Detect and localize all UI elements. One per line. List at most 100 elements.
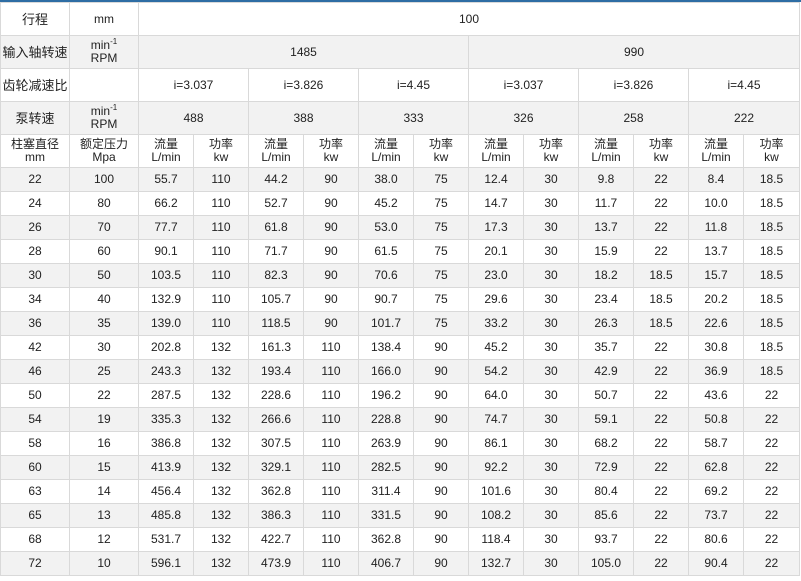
power-cell: 18.5 [742,191,801,216]
power-cell: 18.5 [633,263,689,288]
flow-cell: 13.7 [688,239,744,264]
table-row: 72 10 596.1 132 473.9 110 406.7 90 132.7 30 105.0 2… [0,551,801,576]
power-cell: 22 [633,167,689,192]
power-cell: 110 [303,503,359,528]
power-cell: 110 [193,191,249,216]
power-cell: 110 [193,263,249,288]
flow-cell: 132.7 [468,551,524,576]
flow-cell: 8.4 [688,167,744,192]
flow-label: 流量 [373,137,398,151]
flow-cell: 43.6 [688,383,744,408]
plunger-diameter-cell: 63 [0,479,70,504]
flow-cell: 59.1 [578,407,634,432]
flow-cell: 42.9 [578,359,634,384]
power-cell: 75 [413,167,469,192]
power-label: 功率 [208,137,233,151]
power-cell: 132 [193,359,249,384]
pressure-header: 额定压力 Mpa [69,134,139,168]
rpm-unit-top: min [90,104,111,118]
plunger-diameter-cell: 30 [0,263,70,288]
power-cell: 90 [303,167,359,192]
plunger-diameter-cell: 68 [0,527,70,552]
table-row: 65 13 485.8 132 386.3 110 331.5 90 108.2 30 85.6 22… [0,503,801,528]
input-speed-value: 990 [467,35,801,69]
gear-ratio-value: i=3.037 [468,68,579,102]
power-cell: 30 [523,239,579,264]
power-label: 功率 [538,137,563,151]
rpm-unit-top: min [90,38,111,52]
flow-cell: 596.1 [138,551,194,576]
flow-cell: 33.2 [468,311,524,336]
column-header-row: 柱塞直径 mm 额定压力 Mpa 流量 L/min 功率 kw 流量 L/min 功率 kw 流量 L… [0,134,801,168]
power-cell: 132 [193,383,249,408]
power-cell: 90 [413,335,469,360]
table-row: 60 15 413.9 132 329.1 110 282.5 90 92.2 30 72.9 22 6… [0,455,801,480]
flow-cell: 29.6 [468,287,524,312]
flow-header: 流量 L/min [138,134,194,168]
plunger-diameter-cell: 24 [0,191,70,216]
power-cell: 22 [742,551,801,576]
input-speed-value: 1485 [138,35,469,69]
rated-pressure-cell: 25 [69,359,139,384]
power-cell: 132 [193,407,249,432]
plunger-diameter-cell: 46 [0,359,70,384]
flow-cell: 9.8 [578,167,634,192]
power-cell: 30 [523,479,579,504]
flow-cell: 26.3 [578,311,634,336]
flow-cell: 287.5 [138,383,194,408]
flow-cell: 161.3 [248,335,304,360]
flow-cell: 362.8 [248,479,304,504]
table-row: 46 25 243.3 132 193.4 110 166.0 90 54.2 30 42.9 22 3… [0,359,801,384]
power-label: 功率 [318,137,343,151]
flow-header: 流量 L/min [468,134,524,168]
gear-ratio-value: i=4.45 [358,68,469,102]
flow-cell: 73.7 [688,503,744,528]
rated-pressure-cell: 70 [69,215,139,240]
rated-pressure-cell: 14 [69,479,139,504]
flow-cell: 335.3 [138,407,194,432]
rpm-unit: min-1 RPM [69,101,139,135]
power-cell: 90 [303,287,359,312]
power-cell: 110 [193,167,249,192]
input-speed-row: 输入轴转速 min-1 RPM 1485 990 [0,35,801,69]
flow-cell: 386.8 [138,431,194,456]
rpm-unit-bottom: RPM [90,51,118,65]
plunger-diameter-cell: 28 [0,239,70,264]
table-row: 30 50 103.5 110 82.3 90 70.6 75 23.0 30 18.2 18.5 15… [0,263,801,288]
rated-pressure-cell: 19 [69,407,139,432]
table-row: 22 100 55.7 110 44.2 90 38.0 75 12.4 30 9.8 22 8.4 18… [0,167,801,192]
power-unit: kw [433,150,449,164]
flow-cell: 485.8 [138,503,194,528]
flow-header: 流量 L/min [688,134,744,168]
flow-label: 流量 [153,137,178,151]
power-cell: 30 [523,407,579,432]
power-cell: 18.5 [633,311,689,336]
flow-cell: 36.9 [688,359,744,384]
flow-cell: 12.4 [468,167,524,192]
power-cell: 90 [413,359,469,384]
power-header: 功率 kw [633,134,689,168]
flow-label: 流量 [263,137,288,151]
power-cell: 22 [742,407,801,432]
power-cell: 22 [633,455,689,480]
power-cell: 75 [413,191,469,216]
flow-cell: 72.9 [578,455,634,480]
rated-pressure-cell: 15 [69,455,139,480]
power-cell: 22 [633,191,689,216]
flow-cell: 228.8 [358,407,414,432]
flow-cell: 64.0 [468,383,524,408]
plunger-diameter-cell: 36 [0,311,70,336]
power-cell: 90 [413,455,469,480]
power-cell: 132 [193,503,249,528]
plunger-diameter-cell: 34 [0,287,70,312]
power-cell: 22 [742,479,801,504]
power-cell: 18.5 [742,239,801,264]
flow-cell: 55.7 [138,167,194,192]
flow-cell: 406.7 [358,551,414,576]
flow-cell: 23.4 [578,287,634,312]
flow-cell: 413.9 [138,455,194,480]
flow-cell: 58.7 [688,431,744,456]
power-cell: 22 [633,359,689,384]
input-speed-label: 输入轴转速 [0,35,70,69]
flow-cell: 82.3 [248,263,304,288]
